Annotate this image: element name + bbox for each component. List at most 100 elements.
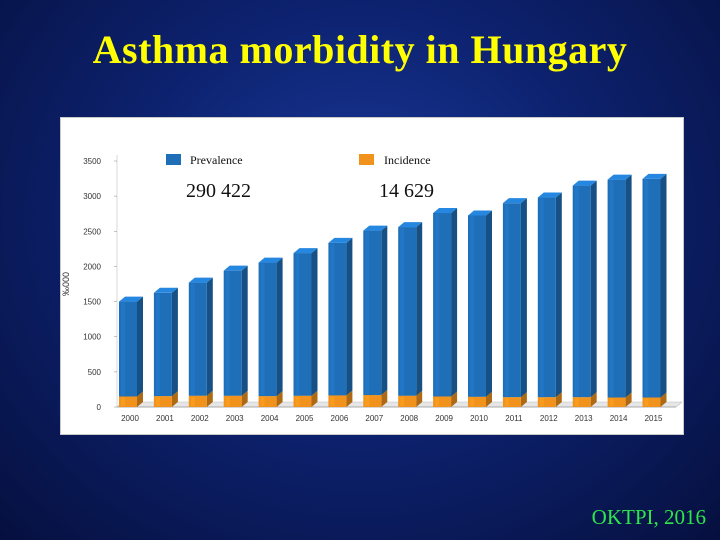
bar-prevalence-top [258, 257, 283, 263]
y-tick-label: 2000 [83, 262, 101, 271]
bar-incidence-side [346, 390, 353, 407]
bar-prevalence-shine [330, 243, 335, 395]
bar-incidence-side [241, 390, 248, 407]
bar-prevalence-shine [504, 204, 509, 397]
bar-incidence [468, 396, 486, 407]
bar-prevalence-side [520, 198, 527, 398]
bar-incidence-side [171, 391, 178, 407]
bar-prevalence-shine [155, 293, 160, 396]
bar-prevalence-top [433, 208, 458, 214]
bar-prevalence-side [590, 180, 597, 398]
y-tick-label: 2500 [83, 227, 101, 236]
bar-prevalence-side [206, 277, 213, 396]
y-axis-label: ‰000 [61, 272, 71, 296]
bar-incidence [363, 395, 382, 407]
bar-incidence [607, 397, 626, 407]
bar-prevalence-top [153, 287, 178, 293]
bar-prevalence-side [346, 237, 353, 396]
bar-incidence [398, 395, 417, 407]
bar-incidence [258, 396, 277, 407]
bar-incidence [433, 396, 452, 407]
bar-prevalence-side [660, 173, 667, 398]
bar-incidence-side [555, 392, 562, 407]
bar-prevalence-side [625, 174, 632, 398]
x-tick-label: 2012 [540, 414, 558, 423]
bar-prevalence-shine [121, 302, 125, 396]
bar-incidence-side [381, 390, 388, 407]
bar-incidence [642, 397, 661, 407]
bar-prevalence-shine [470, 216, 474, 396]
legend-label-incidence: Incidence [384, 153, 431, 167]
bar-incidence [153, 396, 172, 407]
x-tick-label: 2001 [156, 414, 174, 423]
bar-prevalence-side [555, 192, 562, 398]
x-tick-label: 2011 [505, 414, 523, 423]
x-tick-label: 2006 [331, 414, 349, 423]
bar-prevalence-top [607, 174, 632, 180]
source-citation: OKTPI, 2016 [591, 505, 706, 529]
x-tick-label: 2000 [121, 414, 139, 423]
bar-prevalence-side [451, 208, 458, 397]
bar-prevalence-side [381, 225, 388, 396]
bar-prevalence-shine [539, 198, 544, 397]
legend-value-prevalence: 290 422 [186, 180, 251, 202]
chart-panel: 0 500 1000 1500 2000 2500 3000 3500 ‰000 2000 2001… [60, 117, 684, 435]
y-tick-label: 500 [88, 368, 102, 377]
bar-prevalence-top [468, 210, 492, 216]
legend-swatch-prevalence [166, 154, 181, 165]
bar-prevalence-shine [435, 214, 440, 396]
bar-prevalence-side [241, 265, 248, 396]
bar-prevalence-top [119, 296, 143, 302]
x-tick-label: 2013 [575, 414, 593, 423]
bar-incidence [223, 395, 242, 407]
bar-incidence-shine [190, 396, 195, 406]
y-tick-label: 3500 [83, 157, 101, 166]
bar-incidence-side [625, 392, 632, 407]
bar-prevalence-top [642, 173, 667, 179]
x-tick-label: 2003 [226, 414, 244, 423]
x-tick-label: 2004 [261, 414, 279, 423]
bar-incidence [328, 395, 347, 407]
bar-incidence-side [660, 392, 667, 407]
bar-incidence-shine [574, 398, 579, 406]
x-tick-label: 2008 [400, 414, 418, 423]
bar-prevalence-top [502, 198, 527, 204]
slide-title: Asthma morbidity in Hungary [92, 27, 628, 72]
bar-prevalence-top [398, 222, 423, 228]
x-tick-label: 2002 [191, 414, 209, 423]
bar-prevalence-top [188, 277, 213, 283]
x-tick-label: 2009 [435, 414, 453, 423]
bar-prevalence-shine [400, 228, 405, 395]
bar-prevalence-shine [190, 283, 195, 395]
bar-incidence-side [276, 391, 283, 407]
legend-swatch-incidence [359, 154, 374, 165]
bar-prevalence-top [223, 265, 248, 271]
x-tick-label: 2014 [610, 414, 628, 423]
legend-value-incidence: 14 629 [379, 180, 434, 202]
y-tick-label: 0 [97, 403, 102, 412]
x-tick-label: 2005 [296, 414, 314, 423]
legend-label-prevalence: Prevalence [190, 153, 243, 167]
bar-incidence-side [486, 391, 492, 407]
bar-incidence-shine [644, 398, 649, 406]
bar-prevalence-top [363, 225, 388, 231]
bar-incidence [293, 395, 312, 407]
bar-prevalence-side [171, 287, 178, 397]
bar-chart: 0 500 1000 1500 2000 2500 3000 3500 ‰000 2000 2001… [61, 153, 683, 423]
bar-incidence-shine [400, 396, 405, 406]
bar-incidence [502, 397, 521, 407]
bar-prevalence-shine [609, 180, 614, 397]
bar-incidence-shine [609, 398, 614, 406]
x-tick-label: 2015 [645, 414, 663, 423]
bar-incidence-shine [435, 397, 440, 406]
x-tick-label: 2010 [470, 414, 488, 423]
bar-incidence-side [451, 391, 458, 407]
bar-incidence-side [590, 392, 597, 407]
bar-incidence-shine [365, 396, 370, 406]
bar-prevalence-shine [574, 186, 579, 397]
y-tick-label: 3000 [83, 192, 101, 201]
bar-prevalence-top [328, 237, 353, 243]
bar-incidence-shine [330, 396, 335, 406]
bar-incidence-side [137, 391, 143, 407]
y-tick-label: 1000 [83, 333, 101, 342]
